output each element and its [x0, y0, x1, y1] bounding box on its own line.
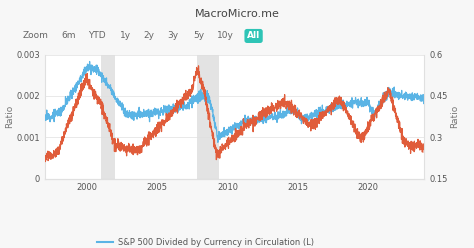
- Y-axis label: Ratio: Ratio: [5, 105, 14, 128]
- Text: Zoom: Zoom: [23, 31, 48, 40]
- Text: MacroMicro.me: MacroMicro.me: [194, 9, 280, 19]
- Text: 5y: 5y: [193, 31, 205, 40]
- Text: All: All: [247, 31, 260, 40]
- Text: YTD: YTD: [88, 31, 106, 40]
- Text: 10y: 10y: [217, 31, 234, 40]
- Text: 2y: 2y: [144, 31, 155, 40]
- Y-axis label: Ratio: Ratio: [450, 105, 459, 128]
- Bar: [197, 55, 219, 179]
- Legend: S&P 500 Divided by Currency in Circulation (L), FINRA Margin Balance Divided by : S&P 500 Divided by Currency in Circulati…: [93, 235, 376, 248]
- Bar: [101, 55, 115, 179]
- Text: 1y: 1y: [120, 31, 131, 40]
- Text: 6m: 6m: [62, 31, 76, 40]
- Text: 3y: 3y: [167, 31, 179, 40]
